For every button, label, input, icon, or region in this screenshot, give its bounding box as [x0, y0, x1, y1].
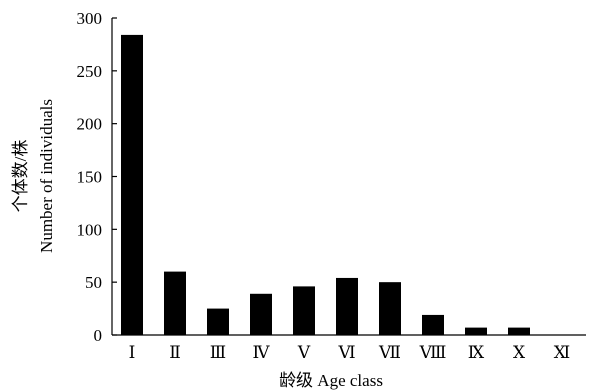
y-tick-label: 50 — [85, 273, 102, 292]
y-tick-label: 0 — [94, 326, 103, 345]
bar — [207, 309, 229, 335]
bar — [164, 272, 186, 335]
x-tick-label: Ⅶ — [378, 343, 401, 362]
bars-group — [121, 35, 530, 335]
y-tick-label: 300 — [77, 9, 103, 28]
x-tick-label: Ⅳ — [253, 343, 271, 362]
x-tick-label: Ⅹ — [513, 343, 526, 362]
y-tick-label: 100 — [77, 220, 103, 239]
x-axis-title: 龄级 Age class — [279, 371, 383, 390]
y-ticks-group: 0 50 100 150 200 250 300 — [77, 9, 118, 345]
x-tick-label: Ⅲ — [210, 343, 226, 362]
bar — [422, 315, 444, 335]
bar — [293, 286, 315, 335]
bar — [250, 294, 272, 335]
x-tick-label: Ⅺ — [554, 343, 570, 362]
bar — [336, 278, 358, 335]
x-tick-label: Ⅰ — [129, 343, 136, 362]
x-tick-label: Ⅷ — [419, 343, 447, 362]
bar — [379, 282, 401, 335]
bar — [465, 328, 487, 335]
y-axis-title-cn: 个体数/株 — [11, 140, 30, 213]
x-tick-label: Ⅸ — [468, 343, 485, 362]
x-tick-label: Ⅱ — [169, 343, 181, 362]
x-tick-label: Ⅴ — [297, 343, 311, 362]
y-tick-label: 250 — [77, 62, 103, 81]
bar — [508, 328, 530, 335]
y-axis-title-en: Number of individuals — [37, 99, 56, 253]
y-tick-label: 200 — [77, 115, 103, 134]
x-tick-label: Ⅵ — [337, 343, 355, 362]
bar — [121, 35, 143, 335]
y-tick-label: 150 — [77, 168, 103, 187]
